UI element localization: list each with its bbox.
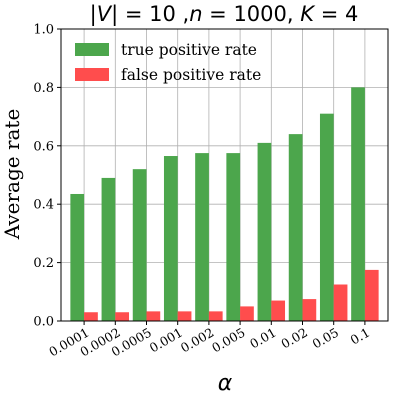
y-tick-label: 0.6 (33, 139, 54, 154)
bar-true-positive-4 (195, 153, 209, 321)
bar-false-positive-4 (208, 311, 223, 321)
bar-false-positive-6 (271, 300, 286, 321)
y-axis-ticks: 0.0 0.2 0.4 0.6 0.8 1.0 (33, 23, 61, 330)
bar-true-positive-5 (226, 153, 241, 321)
bar-false-positive-1 (115, 312, 130, 321)
bar-true-positive-9 (351, 87, 365, 322)
bar-true-positive-7 (288, 134, 303, 321)
y-tick-label: 0.4 (33, 198, 54, 213)
bar-true-positive-8 (319, 113, 334, 322)
x-axis-label: α (218, 371, 233, 396)
y-tick-label: 1.0 (33, 23, 54, 38)
bar-false-positive-2 (146, 311, 161, 321)
plot-frame (60, 28, 389, 322)
legend-label: true positive rate (121, 41, 257, 59)
y-axis-label: Average rate (0, 109, 24, 241)
y-tick-label: 0.2 (33, 256, 54, 271)
bar-true-positive-2 (132, 169, 147, 321)
legend-label: false positive rate (121, 66, 261, 84)
y-tick-label: 0.8 (33, 81, 54, 96)
bar-true-positive-6 (257, 142, 272, 321)
bar-true-positive-0 (70, 193, 85, 321)
legend: true positive rate false positive rate (75, 41, 261, 84)
bars (70, 87, 379, 322)
legend-swatch (75, 68, 109, 81)
legend-swatch (75, 43, 109, 56)
bar-false-positive-3 (177, 311, 192, 321)
y-tick-label: 0.0 (33, 315, 54, 330)
chart-title: |V| = 10 ,n = 1000, K = 4 (90, 2, 359, 27)
bar-false-positive-9 (364, 269, 379, 321)
bar-true-positive-1 (101, 177, 116, 321)
bar-false-positive-5 (240, 306, 254, 321)
bar-false-positive-7 (302, 299, 317, 321)
bar-true-positive-3 (163, 156, 178, 321)
bar-false-positive-8 (333, 284, 348, 321)
bar-false-positive-0 (84, 312, 98, 321)
